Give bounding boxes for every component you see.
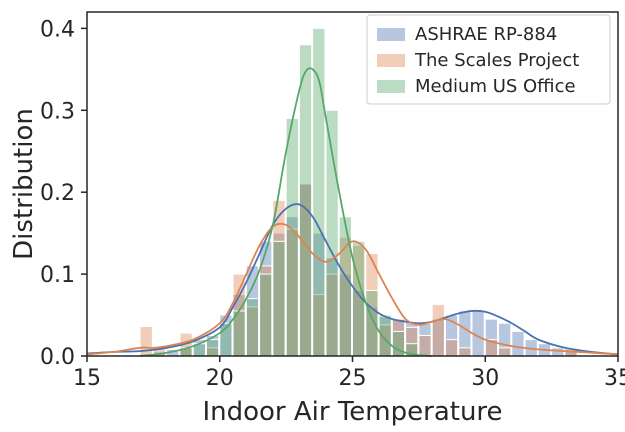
histogram-bar: [365, 289, 379, 357]
y-tick-label: 0.0: [40, 345, 75, 370]
y-axis-title: Distribution: [9, 108, 39, 260]
histogram-bar: [259, 273, 273, 357]
ticks-layer: 15 20 25 30 35 0.0 0.1 0.2 0.3 0.4: [40, 17, 625, 391]
kde-layer: [86, 67, 619, 357]
legend-label: The Scales Project: [414, 50, 579, 71]
legend-swatch: [377, 28, 405, 41]
x-axis-title: Indoor Air Temperature: [202, 397, 502, 427]
histogram-bar: [245, 298, 260, 357]
legend-label: ASHRAE RP-884: [415, 24, 557, 45]
x-tick-label: 20: [206, 366, 234, 391]
x-tick-label: 35: [604, 366, 625, 391]
y-tick-label: 0.4: [40, 17, 75, 42]
histogram-bar: [272, 240, 286, 357]
histogram-bar: [298, 44, 313, 357]
histogram-bar: [458, 347, 472, 357]
histogram-bar: [325, 109, 339, 357]
kde-curve-3: [139, 67, 433, 357]
histogram-bar: [205, 339, 220, 357]
y-tick-label: 0.2: [40, 181, 75, 206]
histogram-bar: [498, 347, 512, 357]
legend-swatch: [377, 80, 405, 93]
legend-box: [366, 14, 611, 105]
x-tick-label: 15: [73, 366, 101, 391]
legend-swatch: [377, 54, 405, 67]
x-tick-label: 25: [339, 366, 367, 391]
legend-label: Medium US Office: [415, 76, 576, 97]
histogram-bar: [551, 347, 565, 357]
kde-curve-2: [86, 222, 619, 356]
y-tick-label: 0.1: [40, 263, 75, 288]
histogram-bar: [338, 216, 353, 357]
histogram-bar: [285, 117, 299, 357]
legend: ASHRAE RP-884 The Scales Project Medium US…: [366, 14, 611, 105]
histogram-bar: [431, 303, 445, 357]
y-tick-label: 0.3: [40, 99, 75, 124]
histogram-bar: [418, 335, 432, 357]
histogram-bar: [444, 339, 459, 357]
histogram-bar: [511, 330, 525, 357]
x-tick-label: 30: [471, 366, 499, 391]
